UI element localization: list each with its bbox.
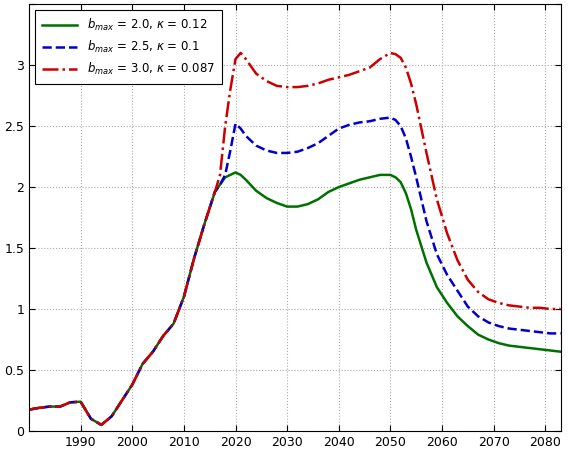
Legend: $b_{max}$ = 2.0, $\kappa$ = 0.12, $b_{max}$ = 2.5, $\kappa$ = 0.1, $b_{max}$ = 3: $b_{max}$ = 2.0, $\kappa$ = 0.12, $b_{ma…: [35, 10, 222, 84]
